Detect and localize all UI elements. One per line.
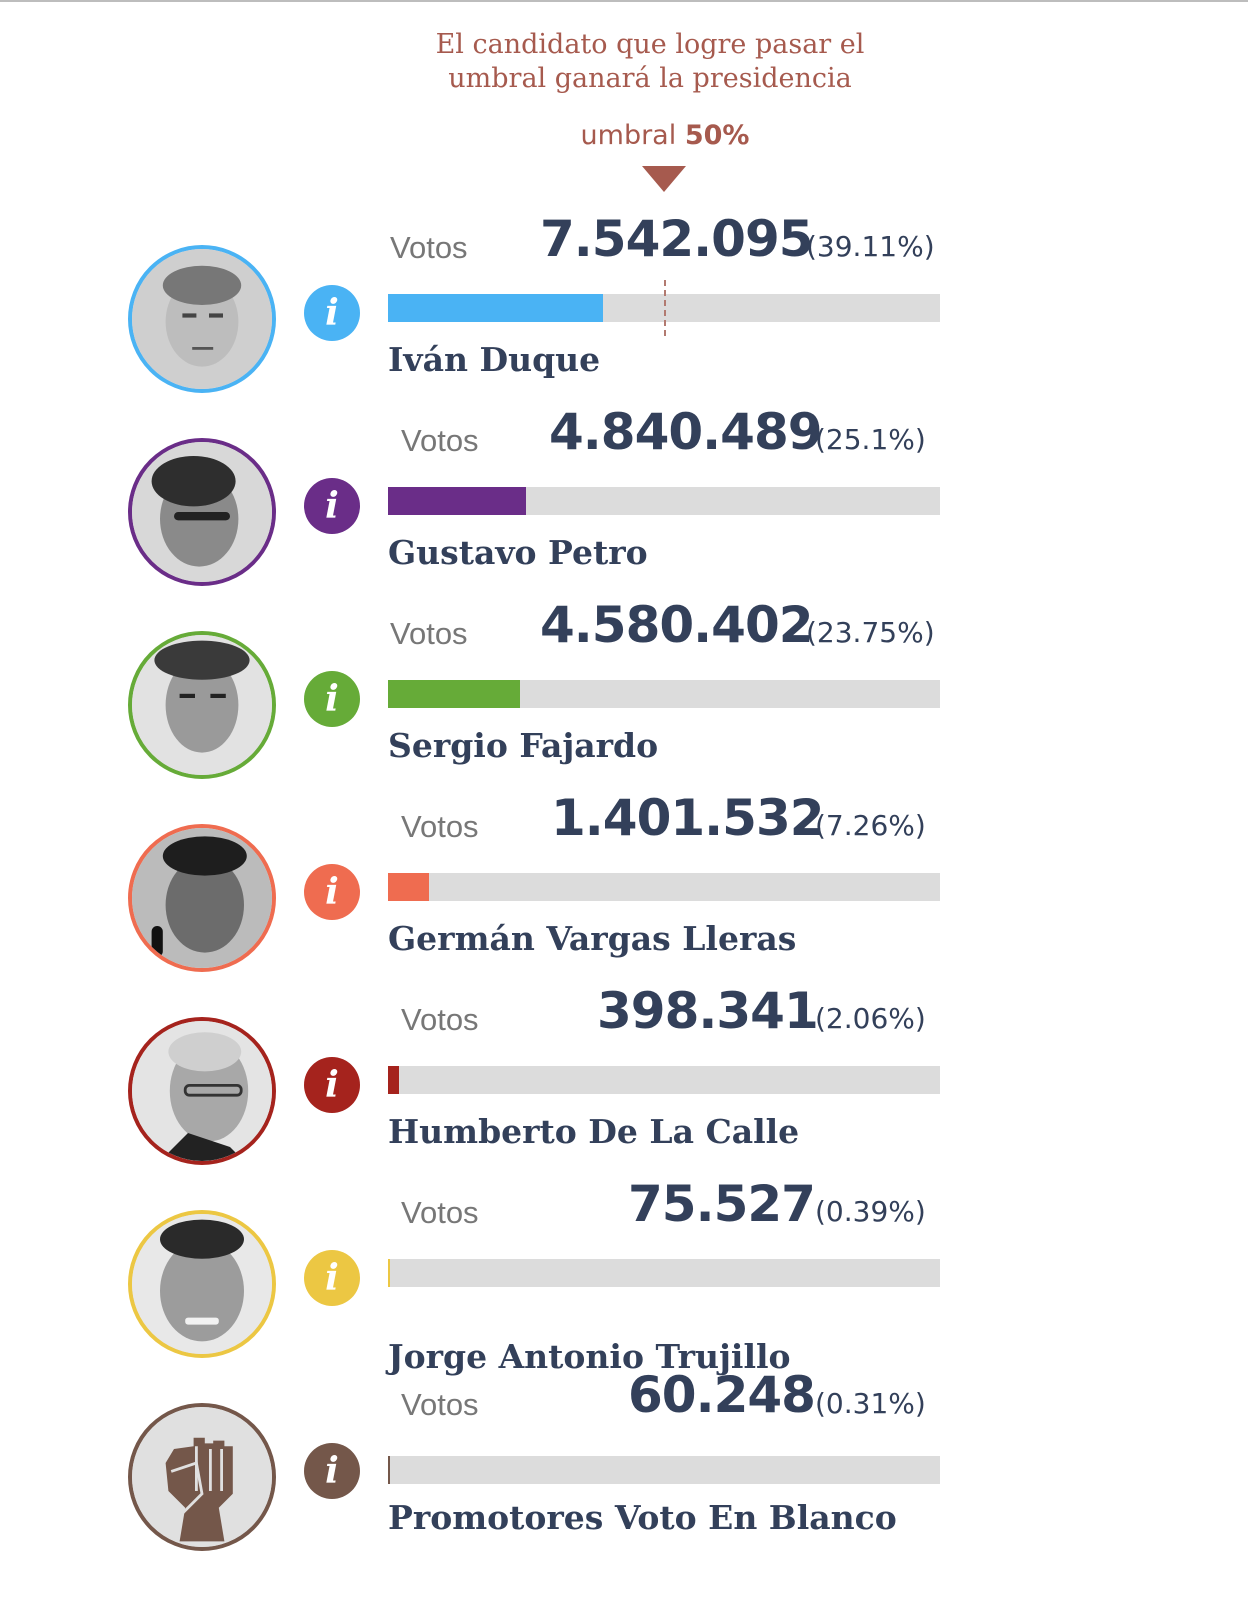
candidate-row: i Votos 4.840.489 (25.1%) Gustavo Petro — [0, 393, 1248, 586]
votes-label: Votos — [401, 1387, 479, 1422]
top-border — [0, 0, 1248, 2]
info-button[interactable]: i — [304, 864, 360, 920]
threshold-line — [664, 280, 666, 336]
candidate-row: i Votos 60.248 (0.31%) Promotores Voto E… — [0, 1358, 1248, 1551]
progress-fill — [388, 1456, 390, 1484]
portrait-icon — [132, 1021, 272, 1161]
candidate-row: i Votos 7.542.095 (39.11%) Iván Duque — [0, 200, 1248, 393]
candidate-name: Jorge Antonio Trujillo — [388, 1337, 791, 1376]
vote-percentage: (25.1%) — [815, 423, 926, 456]
votes-label: Votos — [401, 1002, 479, 1037]
vote-percentage: (7.26%) — [815, 809, 926, 842]
candidate-avatar — [128, 1403, 276, 1551]
progress-fill — [388, 1066, 399, 1094]
candidate-name: Humberto De La Calle — [388, 1112, 800, 1151]
vote-count: 4.580.402 — [540, 596, 814, 654]
vote-percentage: (0.39%) — [815, 1195, 926, 1228]
candidate-row: i Votos 4.580.402 (23.75%) Sergio Fajard… — [0, 586, 1248, 779]
progress-track — [388, 280, 940, 336]
info-button[interactable]: i — [304, 1443, 360, 1499]
headline: El candidato que logre pasar el umbral g… — [380, 28, 920, 96]
votes-label: Votos — [401, 1195, 479, 1230]
headline-line-1: El candidato que logre pasar el — [435, 29, 865, 60]
progress-fill — [388, 487, 526, 515]
info-button[interactable]: i — [304, 1057, 360, 1113]
progress-track — [388, 1456, 940, 1484]
candidate-name: Iván Duque — [388, 340, 601, 379]
candidate-name: Sergio Fajardo — [388, 726, 659, 765]
votes-label: Votos — [390, 616, 468, 651]
progress-track — [388, 680, 940, 708]
vote-count: 75.527 — [628, 1175, 816, 1233]
candidate-row: i Votos 398.341 (2.06%) Humberto De La C… — [0, 972, 1248, 1165]
candidate-avatar — [128, 1210, 276, 1358]
vote-count: 398.341 — [597, 982, 819, 1040]
threshold-text: umbral — [580, 120, 677, 151]
votes-label: Votos — [390, 230, 468, 265]
candidate-name: Germán Vargas Lleras — [388, 919, 797, 958]
candidate-avatar — [128, 245, 276, 393]
vote-percentage: (39.11%) — [806, 230, 935, 263]
candidate-avatar — [128, 824, 276, 972]
portrait-icon — [132, 828, 272, 968]
info-button[interactable]: i — [304, 285, 360, 341]
progress-fill — [388, 294, 603, 322]
vote-count: 60.248 — [628, 1366, 816, 1424]
portrait-icon — [132, 1214, 272, 1354]
candidate-name: Gustavo Petro — [388, 533, 648, 572]
votes-label: Votos — [401, 809, 479, 844]
progress-fill — [388, 873, 429, 901]
info-button[interactable]: i — [304, 1250, 360, 1306]
threshold-arrow-icon — [642, 166, 686, 192]
candidate-row: i Votos 75.527 (0.39%) Jorge Antonio Tru… — [0, 1165, 1248, 1376]
info-button[interactable]: i — [304, 671, 360, 727]
progress-track — [388, 1259, 940, 1287]
candidate-avatar — [128, 438, 276, 586]
vote-percentage: (23.75%) — [806, 616, 935, 649]
progress-track — [388, 487, 940, 515]
progress-track — [388, 1066, 940, 1094]
vote-count: 7.542.095 — [540, 210, 814, 268]
threshold-label: umbral 50% — [540, 120, 790, 151]
info-button[interactable]: i — [304, 478, 360, 534]
threshold-value: 50% — [684, 120, 750, 151]
vote-count: 1.401.532 — [551, 789, 825, 847]
candidate-avatar — [128, 631, 276, 779]
progress-track — [388, 873, 940, 901]
votes-label: Votos — [401, 423, 479, 458]
headline-line-2: umbral ganará la presidencia — [448, 63, 852, 94]
progress-fill — [388, 1259, 390, 1287]
raised-fist-icon — [132, 1407, 272, 1547]
portrait-icon — [132, 442, 272, 582]
candidate-row: i Votos 1.401.532 (7.26%) Germán Vargas … — [0, 779, 1248, 972]
vote-percentage: (2.06%) — [815, 1002, 926, 1035]
portrait-icon — [132, 635, 272, 775]
portrait-icon — [132, 249, 272, 389]
candidate-avatar — [128, 1017, 276, 1165]
vote-percentage: (0.31%) — [815, 1387, 926, 1420]
candidate-name: Promotores Voto En Blanco — [388, 1498, 897, 1537]
progress-fill — [388, 680, 520, 708]
vote-count: 4.840.489 — [549, 403, 823, 461]
